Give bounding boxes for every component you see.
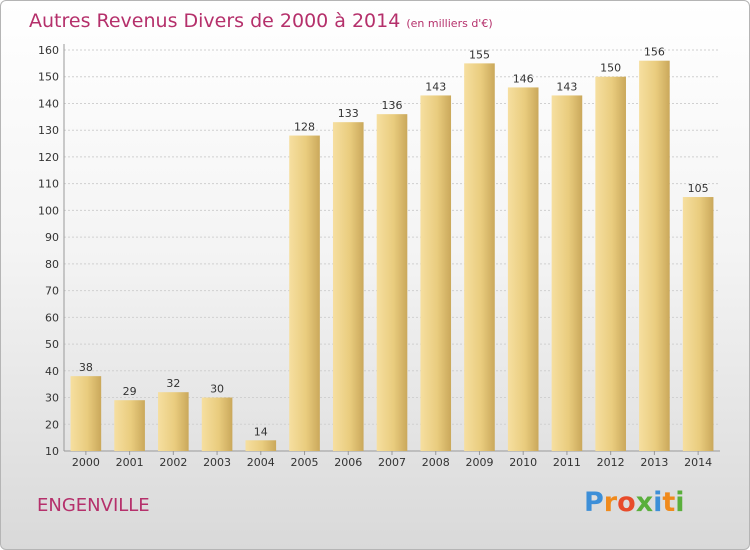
x-tick-label: 2002: [159, 456, 187, 469]
chart-subtitle: (en milliers d'€): [406, 17, 493, 30]
bar-2007: [376, 114, 408, 451]
bar-2002: [158, 392, 189, 451]
bar-value-label: 143: [556, 80, 577, 93]
bar-2009: [464, 63, 495, 451]
commune-label: ENGENVILLE: [37, 495, 150, 516]
x-tick-label: 2004: [247, 456, 275, 469]
y-tick-label: 90: [45, 231, 59, 244]
bar-2005: [289, 135, 320, 451]
chart-title: Autres Revenus Divers de 2000 à 2014 (en …: [29, 10, 493, 32]
bar-2004: [245, 440, 277, 451]
bar-value-label: 30: [210, 383, 224, 396]
bar-value-label: 32: [166, 377, 180, 390]
bar-value-label: 156: [644, 46, 665, 59]
y-tick-label: 120: [38, 151, 59, 164]
bar-2011: [551, 95, 583, 452]
x-tick-label: 2005: [291, 456, 319, 469]
bar-2001: [114, 400, 145, 451]
bar-value-label: 133: [338, 107, 359, 120]
bar-value-label: 38: [79, 361, 93, 374]
x-tick-label: 2012: [597, 456, 625, 469]
bar-value-label: 155: [469, 48, 490, 61]
x-tick-label: 2006: [334, 456, 362, 469]
y-tick-label: 140: [38, 97, 59, 110]
bar-value-label: 136: [382, 99, 403, 112]
bar-value-label: 150: [600, 62, 621, 75]
x-tick-label: 2013: [640, 456, 668, 469]
bar-2003: [201, 397, 233, 451]
x-tick-label: 2010: [509, 456, 537, 469]
y-tick-label: 70: [45, 285, 59, 298]
x-tick-label: 2011: [553, 456, 581, 469]
y-tick-label: 110: [38, 178, 59, 191]
bar-2008: [420, 95, 452, 452]
x-tick-label: 2001: [116, 456, 144, 469]
y-tick-label: 30: [45, 392, 59, 405]
x-tick-label: 2014: [684, 456, 712, 469]
bar-value-label: 29: [123, 385, 137, 398]
bar-2006: [332, 122, 364, 452]
bar-2012: [595, 76, 626, 451]
bar-2000: [70, 376, 102, 451]
y-tick-label: 160: [38, 44, 59, 57]
bar-2014: [682, 197, 714, 451]
x-tick-label: 2008: [422, 456, 450, 469]
bar-2010: [507, 87, 539, 451]
y-tick-label: 80: [45, 258, 59, 271]
y-tick-label: 100: [38, 204, 59, 217]
x-tick-label: 2003: [203, 456, 231, 469]
bar-2013: [639, 60, 670, 452]
y-tick-label: 60: [45, 311, 59, 324]
x-tick-label: 2009: [465, 456, 493, 469]
proxiti-logo: Proxiti: [584, 487, 685, 518]
bar-value-label: 14: [254, 425, 268, 438]
y-tick-label: 40: [45, 365, 59, 378]
bar-value-label: 143: [425, 80, 446, 93]
y-tick-label: 50: [45, 338, 59, 351]
y-tick-label: 10: [45, 445, 59, 458]
y-tick-label: 130: [38, 124, 59, 137]
x-tick-label: 2007: [378, 456, 406, 469]
x-tick-label: 2000: [72, 456, 100, 469]
bar-value-label: 128: [294, 121, 315, 134]
y-tick-label: 20: [45, 418, 59, 431]
bar-value-label: 146: [513, 72, 534, 85]
y-tick-label: 150: [38, 71, 59, 84]
bar-value-label: 105: [688, 182, 709, 195]
